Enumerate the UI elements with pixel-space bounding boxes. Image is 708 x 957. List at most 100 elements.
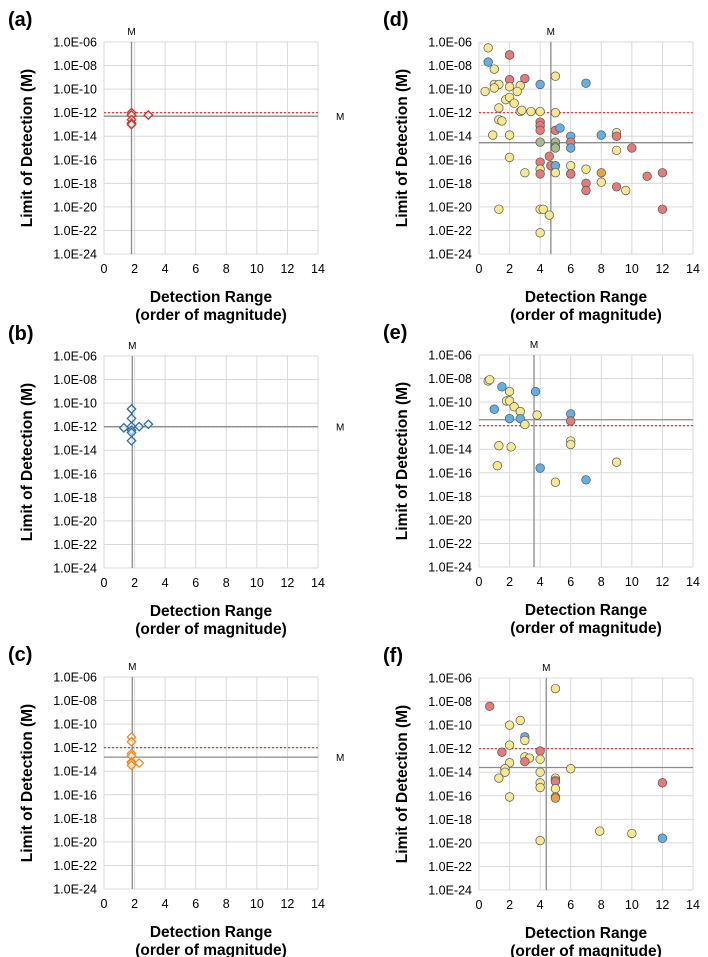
y-tick-label: 1.0E-22	[53, 224, 97, 238]
data-point	[544, 151, 554, 161]
data-point	[550, 71, 561, 81]
data-point	[526, 106, 536, 117]
x-tick-label: 12	[280, 576, 294, 590]
data-point	[504, 386, 515, 397]
y-axis-title: Limit of Detection (M)	[394, 705, 411, 863]
data-point	[504, 82, 515, 92]
y-tick-label: 1.0E-16	[53, 467, 97, 481]
x-tick-label: 8	[598, 262, 605, 276]
y-tick-label: 1.0E-20	[428, 200, 472, 214]
x-tick-label: 6	[567, 898, 574, 912]
mean-x-label: M	[530, 340, 538, 351]
data-point	[497, 116, 507, 126]
x-tick-label: 2	[506, 262, 513, 276]
y-tick-label: 1.0E-06	[53, 671, 97, 685]
data-point	[520, 756, 530, 767]
x-tick-label: 8	[223, 897, 230, 911]
data-point	[550, 477, 561, 487]
data-point	[550, 108, 561, 118]
data-point	[535, 835, 545, 846]
data-point	[520, 73, 530, 84]
data-point	[627, 143, 637, 153]
y-tick-label: 1.0E-08	[53, 373, 97, 387]
y-tick-label: 1.0E-24	[428, 884, 472, 898]
x-tick-label: 14	[686, 898, 700, 912]
data-point	[485, 375, 495, 385]
x-axis-title-line2: (order of magnitude)	[510, 943, 662, 957]
x-tick-label: 10	[625, 898, 639, 912]
x-tick-label: 2	[506, 898, 513, 912]
x-tick-label: 10	[625, 575, 639, 589]
data-point	[566, 764, 576, 774]
y-tick-label: 1.0E-20	[53, 200, 97, 214]
y-tick-label: 1.0E-14	[428, 130, 472, 144]
y-tick-label: 1.0E-24	[428, 561, 472, 575]
x-axis-title-line2: (order of magnitude)	[510, 620, 662, 637]
data-point	[566, 143, 576, 153]
y-axis-title: Limit of Detection (M)	[19, 704, 36, 862]
data-point	[494, 441, 504, 451]
x-tick-label: 8	[223, 576, 230, 590]
mean-x-label: M	[128, 662, 136, 673]
y-tick-label: 1.0E-18	[428, 177, 472, 191]
data-point	[483, 57, 493, 67]
data-point	[126, 760, 137, 771]
y-tick-label: 1.0E-06	[428, 672, 472, 686]
data-point	[621, 185, 631, 196]
y-axis-title: Limit of Detection (M)	[394, 382, 411, 540]
data-point	[566, 416, 576, 426]
y-tick-label: 1.0E-14	[53, 765, 97, 779]
x-tick-label: 6	[192, 576, 199, 590]
data-point	[581, 185, 591, 196]
panel-c: (c) 0 2 4 6 8 10 12 14 1.0E-06 1.0E-08 1.0E-10 1.0E-…	[8, 644, 344, 957]
x-axis-title-line1: Detection Range	[150, 603, 273, 620]
y-tick-label: 1.0E-24	[53, 248, 97, 262]
data-point	[504, 792, 515, 802]
x-tick-label: 0	[101, 262, 108, 276]
data-point	[489, 83, 499, 93]
x-tick-label: 4	[537, 898, 544, 912]
x-tick-label: 8	[223, 262, 230, 276]
data-point	[596, 168, 606, 178]
mean-y-label: M	[336, 423, 344, 434]
data-point	[504, 152, 515, 163]
mean-y-label: M	[336, 112, 344, 123]
y-axis-title: Limit of Detection (M)	[19, 383, 36, 541]
data-point	[134, 757, 145, 769]
data-point	[535, 754, 545, 764]
data-point	[627, 828, 637, 839]
y-tick-label: 1.0E-16	[53, 153, 97, 167]
data-point	[611, 131, 622, 141]
x-tick-label: 14	[311, 576, 325, 590]
data-point	[509, 98, 519, 108]
data-point	[532, 410, 542, 420]
y-tick-label: 1.0E-14	[428, 443, 472, 457]
y-tick-label: 1.0E-20	[428, 513, 472, 527]
data-point	[497, 382, 507, 392]
x-tick-label: 0	[476, 575, 483, 589]
data-point	[535, 782, 545, 793]
data-point	[520, 168, 530, 178]
y-tick-label: 1.0E-06	[53, 36, 97, 50]
x-tick-label: 14	[311, 897, 325, 911]
data-point	[544, 210, 554, 220]
y-tick-label: 1.0E-22	[53, 538, 97, 552]
y-tick-label: 1.0E-18	[428, 813, 472, 827]
y-tick-label: 1.0E-24	[428, 248, 472, 262]
x-tick-label: 10	[625, 262, 639, 276]
y-tick-label: 1.0E-06	[428, 349, 472, 363]
x-tick-label: 12	[655, 575, 669, 589]
y-tick-label: 1.0E-18	[53, 177, 97, 191]
y-tick-label: 1.0E-10	[428, 396, 472, 410]
y-tick-label: 1.0E-20	[53, 835, 97, 849]
x-tick-label: 2	[131, 262, 138, 276]
data-point	[515, 715, 525, 726]
y-tick-label: 1.0E-10	[53, 718, 97, 732]
data-point	[497, 747, 507, 757]
data-point	[566, 161, 576, 171]
panel-label: (e)	[383, 322, 407, 344]
data-point	[504, 50, 515, 60]
data-point	[494, 103, 504, 113]
panel-d: (d) 0 2 4 6 8 10 12 14 1.0E-06 1.0E-08 1.0E-10 1.0E-…	[383, 9, 700, 324]
